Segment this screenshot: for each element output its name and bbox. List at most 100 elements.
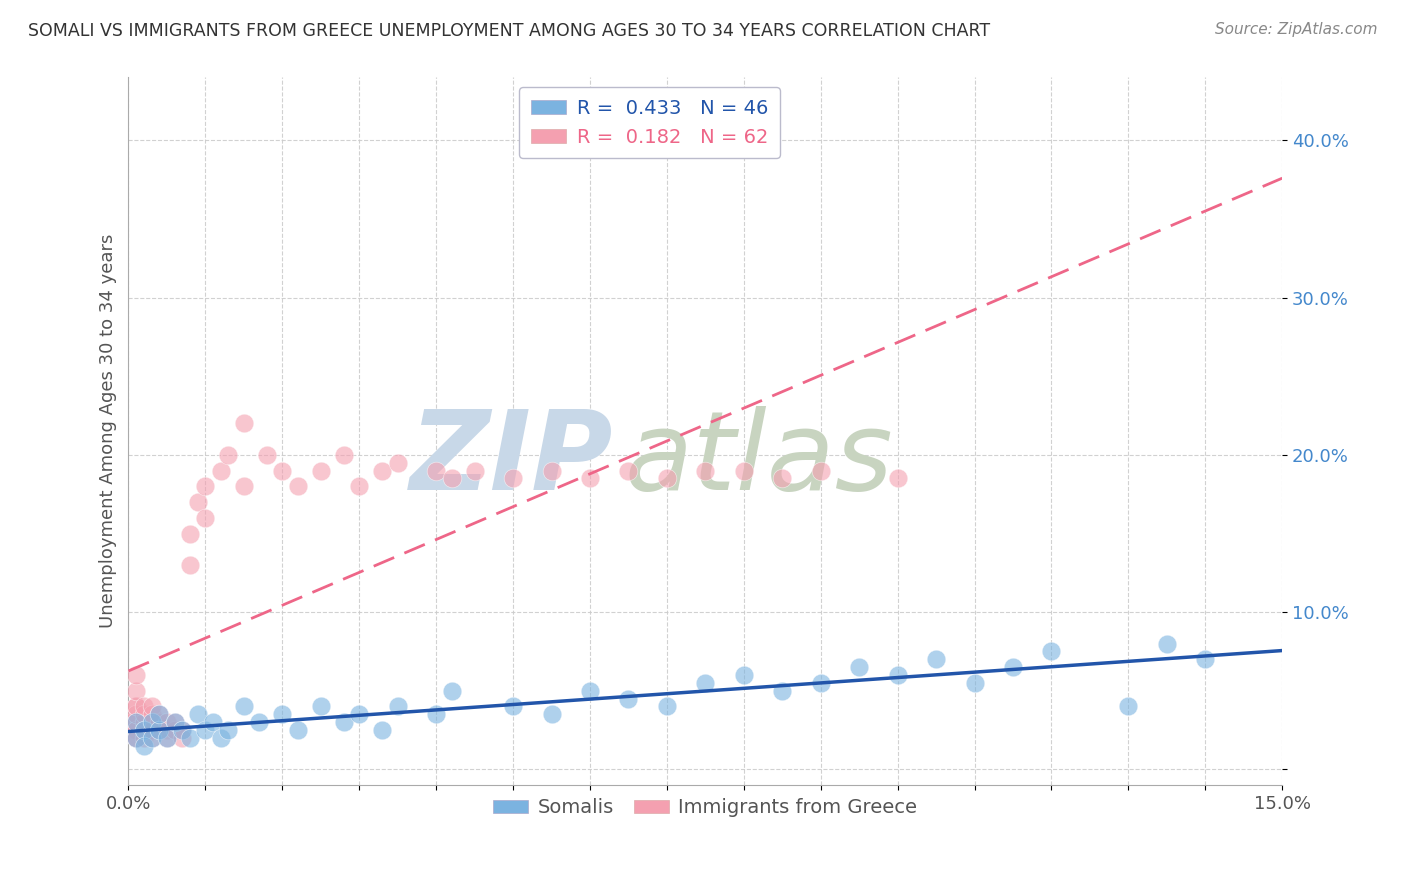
- Point: [770, 471, 793, 485]
- Point: [125, 723, 148, 737]
- Point: [125, 699, 148, 714]
- Point: [125, 731, 148, 745]
- Point: [502, 471, 524, 485]
- Point: [121, 715, 143, 730]
- Point: [132, 699, 155, 714]
- Point: [1156, 637, 1178, 651]
- Point: [132, 739, 155, 753]
- Point: [156, 723, 179, 737]
- Text: Source: ZipAtlas.com: Source: ZipAtlas.com: [1215, 22, 1378, 37]
- Point: [287, 479, 309, 493]
- Point: [132, 731, 155, 745]
- Point: [347, 479, 370, 493]
- Point: [440, 683, 463, 698]
- Point: [333, 715, 356, 730]
- Point: [141, 723, 163, 737]
- Point: [655, 699, 678, 714]
- Point: [848, 660, 870, 674]
- Point: [271, 707, 294, 722]
- Point: [925, 652, 948, 666]
- Point: [256, 448, 278, 462]
- Point: [209, 731, 232, 745]
- Point: [309, 699, 332, 714]
- Point: [886, 668, 908, 682]
- Point: [132, 723, 155, 737]
- Point: [540, 464, 562, 478]
- Point: [132, 707, 155, 722]
- Point: [132, 723, 155, 737]
- Point: [187, 707, 209, 722]
- Point: [217, 448, 239, 462]
- Point: [579, 683, 602, 698]
- Point: [125, 683, 148, 698]
- Point: [1194, 652, 1216, 666]
- Point: [125, 707, 148, 722]
- Point: [347, 707, 370, 722]
- Point: [217, 723, 239, 737]
- Point: [125, 731, 148, 745]
- Point: [271, 464, 294, 478]
- Point: [1001, 660, 1024, 674]
- Text: SOMALI VS IMMIGRANTS FROM GREECE UNEMPLOYMENT AMONG AGES 30 TO 34 YEARS CORRELAT: SOMALI VS IMMIGRANTS FROM GREECE UNEMPLO…: [28, 22, 990, 40]
- Legend: Somalis, Immigrants from Greece: Somalis, Immigrants from Greece: [485, 790, 925, 825]
- Point: [695, 676, 717, 690]
- Point: [387, 456, 409, 470]
- Point: [148, 707, 170, 722]
- Point: [163, 715, 186, 730]
- Point: [1118, 699, 1140, 714]
- Point: [617, 464, 640, 478]
- Point: [141, 707, 163, 722]
- Point: [287, 723, 309, 737]
- Point: [179, 526, 201, 541]
- Point: [733, 668, 755, 682]
- Point: [425, 707, 447, 722]
- Point: [148, 723, 170, 737]
- Point: [202, 715, 225, 730]
- Point: [886, 471, 908, 485]
- Point: [695, 464, 717, 478]
- Point: [187, 495, 209, 509]
- Point: [810, 676, 832, 690]
- Point: [309, 464, 332, 478]
- Point: [179, 731, 201, 745]
- Point: [156, 731, 179, 745]
- Point: [148, 715, 170, 730]
- Point: [141, 731, 163, 745]
- Point: [141, 715, 163, 730]
- Point: [579, 471, 602, 485]
- Point: [655, 471, 678, 485]
- Point: [371, 464, 394, 478]
- Point: [209, 464, 232, 478]
- Point: [141, 699, 163, 714]
- Point: [464, 464, 486, 478]
- Point: [194, 723, 217, 737]
- Point: [425, 464, 447, 478]
- Point: [232, 479, 254, 493]
- Point: [247, 715, 270, 730]
- Point: [141, 731, 163, 745]
- Point: [148, 723, 170, 737]
- Point: [387, 699, 409, 714]
- Point: [617, 691, 640, 706]
- Point: [125, 723, 148, 737]
- Point: [163, 715, 186, 730]
- Point: [502, 699, 524, 714]
- Point: [156, 731, 179, 745]
- Point: [179, 558, 201, 572]
- Point: [963, 676, 986, 690]
- Point: [810, 464, 832, 478]
- Point: [125, 715, 148, 730]
- Point: [232, 699, 254, 714]
- Point: [125, 668, 148, 682]
- Point: [232, 417, 254, 431]
- Text: atlas: atlas: [624, 406, 893, 513]
- Point: [194, 479, 217, 493]
- Point: [172, 723, 194, 737]
- Point: [141, 715, 163, 730]
- Point: [125, 731, 148, 745]
- Y-axis label: Unemployment Among Ages 30 to 34 years: Unemployment Among Ages 30 to 34 years: [100, 234, 117, 629]
- Point: [540, 707, 562, 722]
- Point: [125, 715, 148, 730]
- Point: [770, 683, 793, 698]
- Point: [172, 731, 194, 745]
